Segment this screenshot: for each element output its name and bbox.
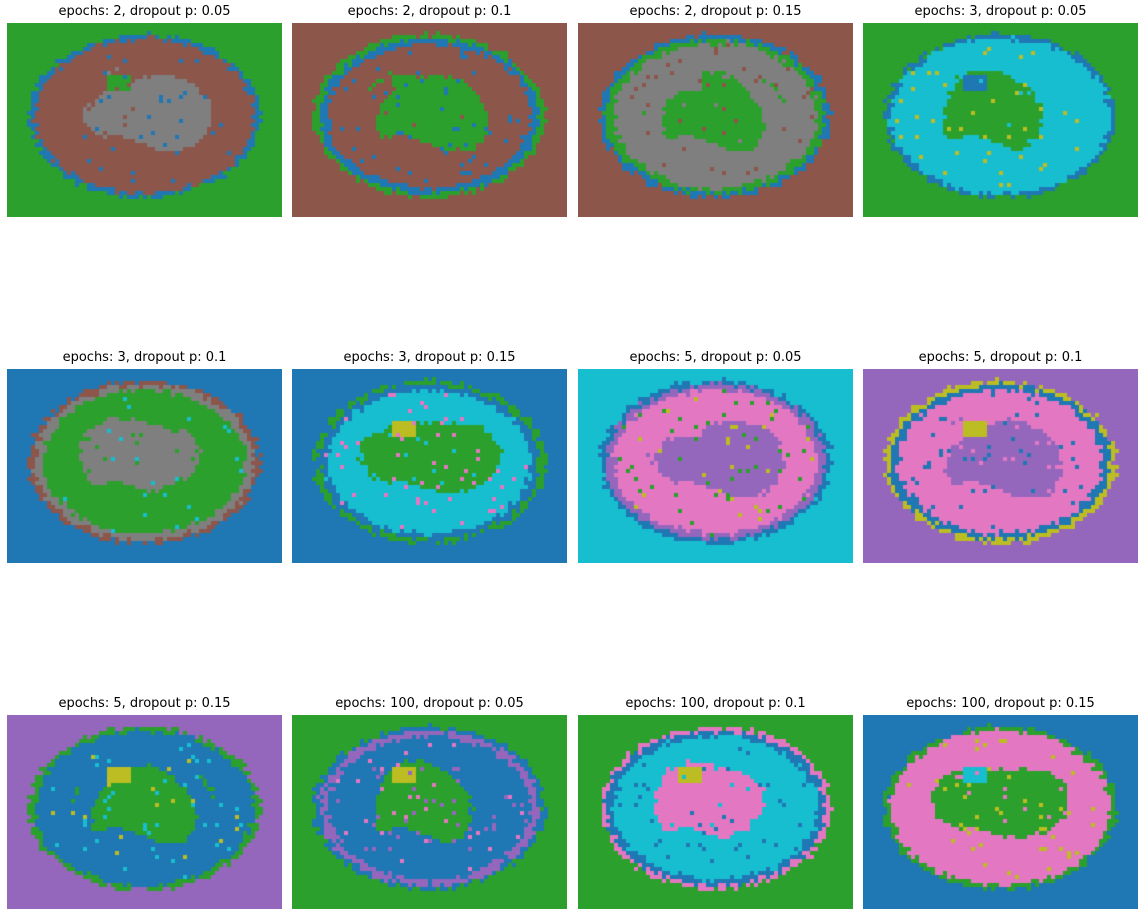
- panel-title: epochs: 5, dropout p: 0.05: [629, 350, 802, 365]
- segmentation-panel: epochs: 5, dropout p: 0.05: [578, 348, 853, 563]
- segmentation-map: [863, 369, 1138, 563]
- segmentation-map: [863, 715, 1138, 909]
- panel-title: epochs: 3, dropout p: 0.05: [914, 4, 1087, 19]
- segmentation-panel: epochs: 3, dropout p: 0.05: [863, 2, 1138, 217]
- panel-title: epochs: 3, dropout p: 0.1: [62, 350, 227, 365]
- segmentation-map: [578, 369, 853, 563]
- segmentation-map: [578, 23, 853, 217]
- segmentation-map: [578, 715, 853, 909]
- segmentation-panel: epochs: 2, dropout p: 0.15: [578, 2, 853, 217]
- segmentation-panel: epochs: 5, dropout p: 0.15: [7, 694, 282, 909]
- segmentation-map: [7, 715, 282, 909]
- segmentation-panel: epochs: 3, dropout p: 0.1: [7, 348, 282, 563]
- segmentation-panel: epochs: 5, dropout p: 0.1: [863, 348, 1138, 563]
- segmentation-map: [292, 23, 567, 217]
- panel-title: epochs: 2, dropout p: 0.1: [347, 4, 512, 19]
- segmentation-map: [863, 23, 1138, 217]
- panel-title: epochs: 3, dropout p: 0.15: [343, 350, 516, 365]
- segmentation-panel: epochs: 2, dropout p: 0.1: [292, 2, 567, 217]
- panel-title: epochs: 2, dropout p: 0.15: [629, 4, 802, 19]
- segmentation-map: [292, 369, 567, 563]
- panel-title: epochs: 100, dropout p: 0.15: [906, 696, 1095, 711]
- panel-title: epochs: 2, dropout p: 0.05: [58, 4, 231, 19]
- panel-title: epochs: 100, dropout p: 0.1: [625, 696, 806, 711]
- segmentation-panel: epochs: 2, dropout p: 0.05: [7, 2, 282, 217]
- panel-title: epochs: 100, dropout p: 0.05: [335, 696, 524, 711]
- panel-title: epochs: 5, dropout p: 0.1: [918, 350, 1083, 365]
- segmentation-panel: epochs: 100, dropout p: 0.1: [578, 694, 853, 909]
- segmentation-map: [7, 23, 282, 217]
- segmentation-panel: epochs: 3, dropout p: 0.15: [292, 348, 567, 563]
- segmentation-panel: epochs: 100, dropout p: 0.05: [292, 694, 567, 909]
- segmentation-panel: epochs: 100, dropout p: 0.15: [863, 694, 1138, 909]
- panel-title: epochs: 5, dropout p: 0.15: [58, 696, 231, 711]
- segmentation-map: [292, 715, 567, 909]
- segmentation-map: [7, 369, 282, 563]
